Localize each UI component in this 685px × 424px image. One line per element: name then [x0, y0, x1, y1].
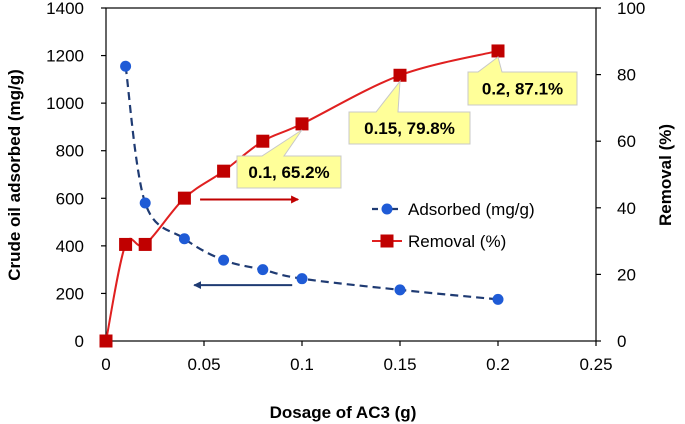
- y-tick-label: 0: [75, 332, 84, 351]
- removal-line: [105, 49, 499, 342]
- y-tick-label: 200: [56, 284, 84, 303]
- legend-adsorbed-marker: [381, 203, 393, 215]
- x-tick-label: 0.15: [383, 355, 416, 374]
- y-tick-label: 1200: [46, 47, 84, 66]
- adsorbed-point: [120, 60, 132, 72]
- plot-frame: [105, 7, 597, 342]
- x-tick-label: 0.25: [579, 355, 612, 374]
- removal-point: [177, 191, 191, 205]
- y2-tick-label: 80: [617, 66, 636, 85]
- x-tick-label: 0: [101, 355, 110, 374]
- x-axis-title: Dosage of AC3 (g): [270, 403, 417, 422]
- x-tick-label: 0.2: [486, 355, 510, 374]
- x-tick-label: 0.1: [290, 355, 314, 374]
- data-callout: [467, 56, 578, 106]
- y2-axis-title: Removal (%): [656, 124, 675, 226]
- legend-removal-label: Removal (%): [408, 232, 506, 251]
- y2-tick-label: 40: [617, 199, 636, 218]
- removal-point: [295, 117, 309, 131]
- x-tick-label: 0.05: [187, 355, 220, 374]
- adsorbed-point: [296, 273, 308, 285]
- data-callout-label: 0.15, 79.8%: [364, 119, 455, 138]
- y-tick-label: 1000: [46, 94, 84, 113]
- removal-point: [99, 334, 113, 348]
- y-tick-label: 1400: [46, 0, 84, 18]
- y2-tick-label: 60: [617, 132, 636, 151]
- data-callout: [236, 129, 342, 189]
- adsorbed-point: [218, 254, 230, 266]
- adsorbed-point: [492, 293, 504, 305]
- y2-tick-label: 20: [617, 265, 636, 284]
- legend-removal-marker: [380, 234, 394, 248]
- y-axis-title: Crude oil adsorbed (mg/g): [5, 69, 24, 281]
- legend-adsorbed-label: Adsorbed (mg/g): [408, 200, 535, 219]
- removal-point: [256, 134, 270, 148]
- removal-point: [393, 68, 407, 82]
- adsorbed-point: [394, 284, 406, 296]
- adsorbed-point: [257, 264, 269, 276]
- y-tick-label: 600: [56, 189, 84, 208]
- y2-tick-label: 100: [617, 0, 645, 18]
- data-callout-label: 0.2, 87.1%: [482, 80, 563, 99]
- data-callout-label: 0.1, 65.2%: [248, 163, 329, 182]
- removal-point: [217, 164, 231, 178]
- removal-point: [491, 44, 505, 58]
- y-tick-label: 800: [56, 142, 84, 161]
- adsorbed-point: [178, 233, 190, 245]
- removal-point: [119, 237, 133, 251]
- removal-point: [138, 237, 152, 251]
- adsorbed-point: [139, 197, 151, 209]
- y2-tick-label: 0: [617, 332, 626, 351]
- y-tick-label: 400: [56, 237, 84, 256]
- data-callout: [348, 79, 471, 145]
